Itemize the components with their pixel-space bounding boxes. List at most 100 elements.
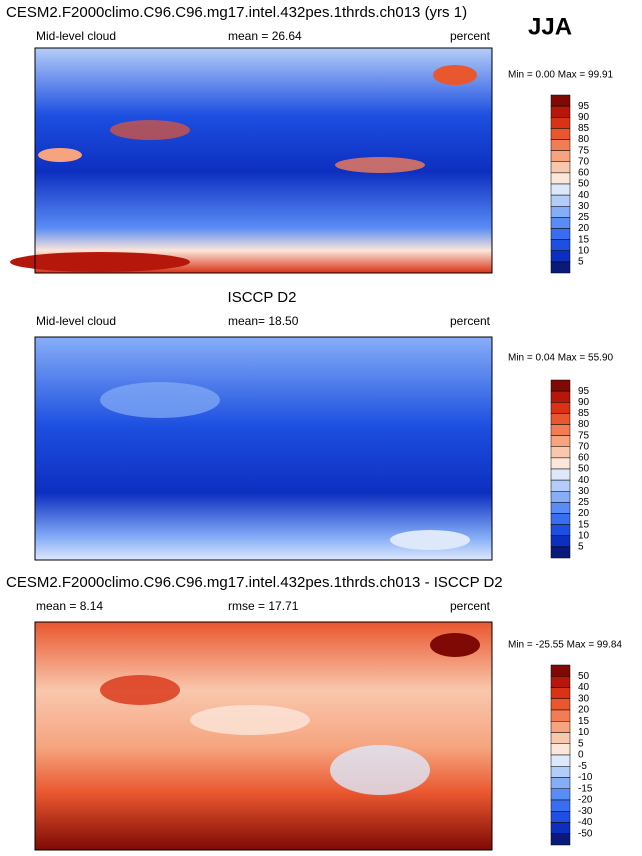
panel-title: ISCCP D2: [228, 289, 297, 306]
colorbar-box: [550, 183, 571, 196]
units-label: percent: [450, 29, 491, 43]
colorbar-box: [550, 822, 571, 834]
map-3: [35, 622, 492, 850]
colorbar-label: 60: [578, 453, 590, 464]
colorbar-box: [550, 194, 571, 207]
colorbar-box: [550, 390, 571, 403]
colorbar-box: [550, 217, 571, 229]
colorbar-box: [550, 524, 571, 536]
season-label: JJA: [528, 13, 572, 40]
colorbar-label: 75: [578, 430, 590, 441]
colorbar-label: 15: [578, 234, 590, 245]
colorbar-label: 70: [578, 156, 590, 167]
colorbar-box: [550, 379, 571, 392]
min-max: Min = 0.00 Max = 99.91: [508, 70, 614, 81]
colorbar-box: [550, 105, 571, 118]
colorbar-box: [550, 676, 571, 688]
colorbar-box: [550, 491, 571, 503]
map-frame: [34, 621, 493, 851]
colorbar-box: [550, 402, 571, 414]
colorbar-label: 10: [578, 245, 590, 256]
colorbar-box: [550, 709, 571, 722]
colorbar-box: [550, 468, 571, 481]
colorbar-box: [550, 94, 571, 107]
colorbar-box: [550, 513, 571, 525]
colorbar-box: [550, 664, 571, 677]
colorbar-box: [550, 161, 571, 174]
colorbar-label: 30: [578, 693, 590, 704]
colorbar-box: [550, 206, 571, 218]
colorbar-label: -20: [578, 795, 593, 806]
colorbar-label: 15: [578, 716, 590, 727]
colorbar-label: 0: [578, 750, 584, 761]
colorbar-label: 10: [578, 530, 590, 541]
colorbar-label: 50: [578, 671, 590, 682]
colorbar-label: 30: [578, 201, 590, 212]
left-label: Mid-level cloud: [36, 314, 116, 328]
left-label: Mid-level cloud: [36, 29, 116, 43]
min-max: Min = -25.55 Max = 99.84: [508, 640, 622, 651]
middle-label: mean= 18.50: [228, 314, 299, 328]
colorbar-label: 90: [578, 397, 590, 408]
colorbar-label: -5: [578, 761, 587, 772]
colorbar-label: -50: [578, 828, 593, 839]
colorbar-label: 90: [578, 112, 590, 123]
colorbar-box: [550, 139, 571, 151]
colorbar-box: [550, 721, 571, 733]
colorbar-label: 25: [578, 212, 590, 223]
colorbar-box: [550, 239, 571, 251]
colorbar-box: [550, 479, 571, 492]
colorbar-label: -30: [578, 806, 593, 817]
colorbar-label: 25: [578, 497, 590, 508]
colorbar-label: 20: [578, 223, 590, 234]
colorbar-label: 15: [578, 519, 590, 530]
colorbar-box: [550, 413, 571, 425]
colorbar-box: [550, 788, 571, 801]
colorbar-label: 95: [578, 386, 590, 397]
colorbar-label: 30: [578, 486, 590, 497]
colorbar-box: [550, 502, 571, 514]
map-frame: [34, 47, 493, 274]
colorbar-box: [550, 687, 571, 699]
colorbar-label: 80: [578, 134, 590, 145]
map-1: [10, 48, 492, 273]
colorbar-label: 40: [578, 190, 590, 201]
colorbar-box: [550, 766, 571, 778]
colorbar-box: [550, 777, 571, 789]
colorbar-box: [550, 424, 571, 436]
colorbar-label: 10: [578, 727, 590, 738]
colorbar-label: 75: [578, 145, 590, 156]
colorbar-label: 70: [578, 441, 590, 452]
colorbar-box: [550, 698, 571, 711]
colorbar-box: [550, 833, 571, 846]
colorbar-box: [550, 799, 571, 812]
colorbar-box: [550, 435, 571, 447]
colorbar-label: 50: [578, 464, 590, 475]
colorbar-box: [550, 150, 571, 162]
colorbar-label: -10: [578, 772, 593, 783]
colorbar-box: [550, 117, 571, 129]
colorbar-label: 5: [578, 257, 584, 268]
colorbar-box: [550, 743, 571, 756]
colorbar-box: [550, 732, 571, 744]
middle-label: rmse = 17.71: [228, 599, 299, 613]
colorbar-label: 40: [578, 475, 590, 486]
panel-title: CESM2.F2000climo.C96.C96.mg17.intel.432p…: [6, 4, 467, 21]
colorbar-label: 60: [578, 168, 590, 179]
colorbar-box: [550, 228, 571, 240]
colorbar-box: [550, 261, 571, 274]
colorbar-label: 80: [578, 419, 590, 430]
colorbar-label: 85: [578, 408, 590, 419]
colorbar-box: [550, 546, 571, 559]
map-frame: [34, 336, 493, 561]
colorbar-box: [550, 535, 571, 548]
colorbar-box: [550, 811, 571, 823]
colorbar-label: 95: [578, 101, 590, 112]
colorbar-label: 40: [578, 682, 590, 693]
units-label: percent: [450, 599, 491, 613]
colorbar-label: 20: [578, 508, 590, 519]
colorbar-box: [550, 172, 571, 185]
colorbar-label: -40: [578, 817, 593, 828]
colorbar-label: 5: [578, 542, 584, 553]
